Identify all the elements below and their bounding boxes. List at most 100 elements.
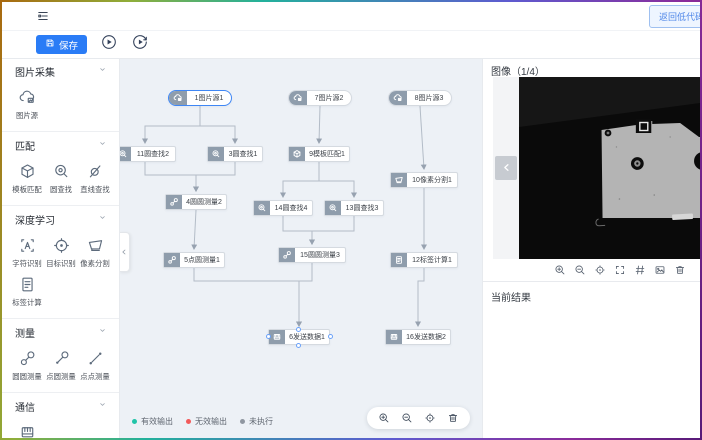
cube-icon bbox=[289, 147, 305, 161]
node-selection-handle[interactable] bbox=[327, 333, 333, 339]
tool-item-直线查找[interactable]: 直线查找 bbox=[78, 162, 112, 195]
node-label: 3圆查找1 bbox=[228, 151, 258, 158]
tool-item-圆查找[interactable]: 圆查找 bbox=[44, 162, 78, 195]
grid-icon[interactable] bbox=[634, 264, 646, 276]
section-items bbox=[2, 416, 119, 438]
node-label: 10像素分割1 bbox=[412, 177, 452, 184]
status-legend: 有效输出 无效输出 未执行 bbox=[132, 416, 273, 427]
flow-node-16[interactable]: 16发送数据2 bbox=[385, 329, 451, 345]
flow-node-10[interactable]: 10像素分割1 bbox=[390, 172, 458, 188]
segment-icon bbox=[391, 173, 407, 187]
sidebar: 图片采集图片源匹配模板匹配 圆查找 直线查找深度学习字符识别 目标识别 像素分割标签计算… bbox=[2, 59, 120, 438]
tool-item-label: 图片源 bbox=[15, 111, 39, 120]
flow-canvas[interactable]: 1图片源1 7图片源2 8图片源3 11圆查找2 3圆查找1 9模板匹配1 10像素分割1 4… bbox=[120, 59, 482, 438]
flow-node-8[interactable]: 8图片源3 bbox=[388, 90, 452, 106]
section-header-4[interactable]: 通信 bbox=[2, 396, 119, 416]
node-label: 15圆圆测量3 bbox=[300, 252, 340, 259]
cube-icon bbox=[18, 162, 37, 181]
menu-icon[interactable] bbox=[36, 9, 50, 23]
image-nav-strip bbox=[493, 77, 519, 259]
play-icon bbox=[100, 33, 118, 56]
legend-label: 未执行 bbox=[249, 417, 273, 426]
chevron-down-icon bbox=[98, 65, 107, 77]
section-items: 圆圆测量 点圆测量 点点测量 bbox=[2, 342, 119, 391]
locate-icon[interactable] bbox=[424, 412, 436, 424]
node-selection-handle[interactable] bbox=[295, 326, 301, 332]
flow-node-7[interactable]: 7图片源2 bbox=[288, 90, 352, 106]
tool-item-label: 直线查找 bbox=[80, 185, 110, 194]
node-label: 7图片源2 bbox=[314, 95, 344, 102]
save-button[interactable]: 保存 bbox=[36, 35, 88, 54]
flow-node-6[interactable]: 6发送数据1 bbox=[265, 326, 333, 348]
tool-item-点点测量[interactable]: 点点测量 bbox=[78, 349, 112, 382]
section-title: 深度学习 bbox=[15, 215, 55, 227]
flow-node-5[interactable]: 5点圆测量1 bbox=[163, 252, 225, 268]
run-once-button[interactable] bbox=[100, 33, 118, 56]
panel-divider bbox=[483, 281, 700, 282]
tool-item-标签计算[interactable]: 标签计算 bbox=[10, 275, 44, 308]
flow-node-12[interactable]: 12标签计算1 bbox=[390, 252, 458, 268]
save-icon bbox=[45, 38, 55, 51]
tool-item-目标识别[interactable]: 目标识别 bbox=[44, 236, 78, 269]
flow-node-14[interactable]: 14圆查找4 bbox=[253, 200, 313, 216]
image-toolbar bbox=[483, 259, 700, 281]
section-header-2[interactable]: 深度学习 bbox=[2, 209, 119, 229]
tool-item-label: 点点测量 bbox=[80, 372, 110, 381]
flow-node-15[interactable]: 15圆圆测量3 bbox=[278, 247, 346, 263]
tool-item-label: 点圆测量 bbox=[46, 372, 76, 381]
section-title: 图片采集 bbox=[15, 67, 55, 79]
tool-item-像素分割[interactable]: 像素分割 bbox=[78, 236, 112, 269]
tool-item-label: 字符识别 bbox=[12, 259, 42, 268]
trash-icon[interactable] bbox=[447, 412, 459, 424]
zoom-out-icon[interactable] bbox=[574, 264, 586, 276]
zoom-in-icon[interactable] bbox=[378, 412, 390, 424]
flow-node-13[interactable]: 13圆查找3 bbox=[324, 200, 384, 216]
section-header-3[interactable]: 测量 bbox=[2, 322, 119, 342]
cloud-image-icon bbox=[289, 91, 307, 105]
prev-image-button[interactable] bbox=[495, 156, 517, 180]
flow-node-3[interactable]: 3圆查找1 bbox=[207, 146, 263, 162]
section-header-0[interactable]: 图片采集 bbox=[2, 61, 119, 81]
back-to-lowcode-button[interactable]: 返回低代码 bbox=[648, 4, 700, 28]
tool-item-点圆测量[interactable]: 点圆测量 bbox=[44, 349, 78, 382]
tool-item-图片源[interactable]: 图片源 bbox=[10, 88, 44, 121]
node-selection-handle[interactable] bbox=[295, 342, 301, 348]
section-header-1[interactable]: 匹配 bbox=[2, 135, 119, 155]
cloud-image-icon bbox=[169, 91, 187, 105]
flow-node-9[interactable]: 9模板匹配1 bbox=[288, 146, 350, 162]
label-calc-icon bbox=[18, 275, 37, 294]
tool-item-label: 圆查找 bbox=[49, 185, 73, 194]
sidebar-collapse-handle[interactable] bbox=[120, 232, 130, 272]
circle-search-icon bbox=[254, 201, 270, 215]
tool-item[interactable] bbox=[10, 423, 44, 438]
circle-search-icon bbox=[208, 147, 224, 161]
flow-node-1[interactable]: 1图片源1 bbox=[168, 90, 232, 106]
results-title: 当前结果 bbox=[491, 293, 531, 304]
tool-item-label: 模板匹配 bbox=[12, 185, 42, 194]
trash-icon[interactable] bbox=[674, 264, 686, 276]
legend-dot bbox=[240, 419, 245, 424]
flow-node-11[interactable]: 11圆查找2 bbox=[120, 146, 176, 162]
chevron-left-icon bbox=[120, 243, 128, 261]
node-selection-handle[interactable] bbox=[265, 333, 271, 339]
legend-item: 未执行 bbox=[240, 416, 273, 427]
locate-icon[interactable] bbox=[594, 264, 606, 276]
zoom-in-icon[interactable] bbox=[554, 264, 566, 276]
tool-item-圆圆测量[interactable]: 圆圆测量 bbox=[10, 349, 44, 382]
tool-item-模板匹配[interactable]: 模板匹配 bbox=[10, 162, 44, 195]
tool-item-字符识别[interactable]: 字符识别 bbox=[10, 236, 44, 269]
circle-circle-measure-icon bbox=[164, 253, 180, 267]
zoom-out-icon[interactable] bbox=[401, 412, 413, 424]
node-label: 8图片源3 bbox=[414, 95, 444, 102]
chevron-left-icon bbox=[501, 161, 512, 176]
flow-node-4[interactable]: 4圆圆测量2 bbox=[165, 194, 227, 210]
line-search-icon bbox=[86, 162, 105, 181]
legend-dot bbox=[132, 419, 137, 424]
run-loop-button[interactable] bbox=[131, 33, 149, 56]
section-divider bbox=[2, 205, 119, 206]
fullscreen-icon[interactable] bbox=[614, 264, 626, 276]
image-icon[interactable] bbox=[654, 264, 666, 276]
section-items: 字符识别 目标识别 像素分割标签计算 bbox=[2, 229, 119, 317]
